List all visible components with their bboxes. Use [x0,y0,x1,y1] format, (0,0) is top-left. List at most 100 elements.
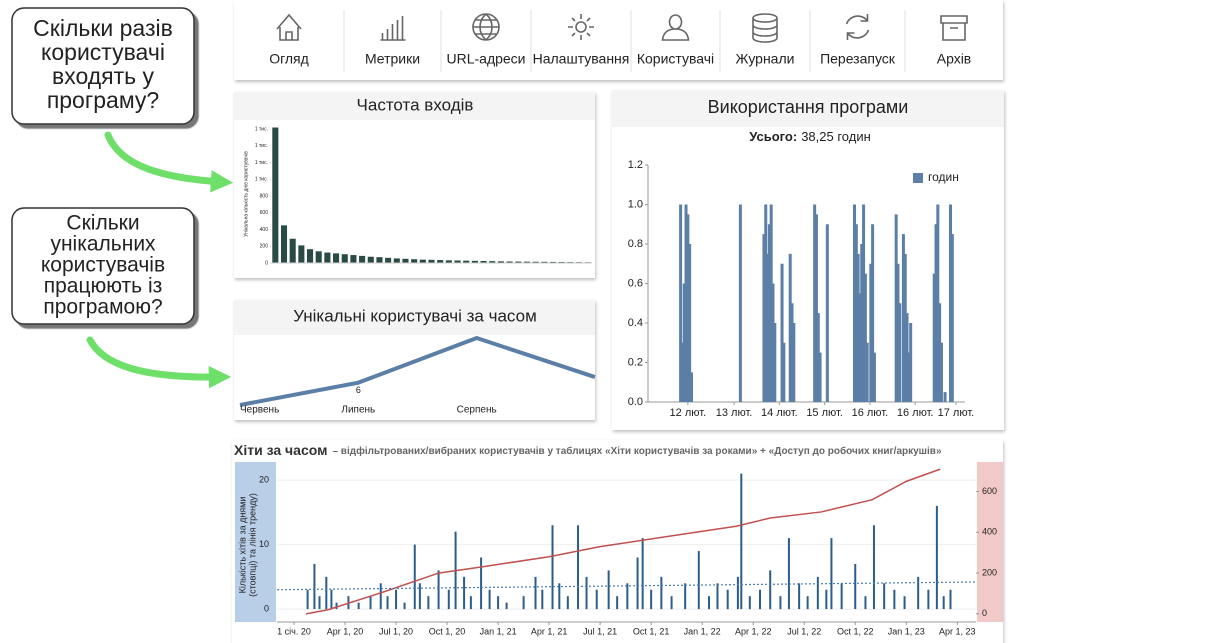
legend-label: годин [928,170,959,184]
bar [816,576,819,610]
title: Хіти за часом [234,442,327,458]
subtitle: – відфільтрованих/вибраних користувачів … [332,445,941,457]
bar [522,596,525,610]
bar [854,224,858,402]
nav-label[interactable]: Метрики [365,51,420,67]
callout-text: працюють із [44,275,162,298]
bar [950,234,954,402]
bar [280,225,288,263]
line [305,468,941,615]
bar [403,602,406,610]
bar [864,596,867,610]
callout-text: входять у [52,63,155,89]
bar [541,261,548,263]
bar [523,261,530,263]
y-tick-label: 0.6 [628,277,643,289]
subtitle-label: Усього: [749,129,797,144]
nav-icon [845,14,870,40]
nav-label[interactable]: Журнали [736,51,795,67]
bar [856,253,860,402]
bar [935,505,938,610]
callout [11,207,195,325]
callout-text: Скільки [66,212,139,235]
bar [697,551,700,610]
bar [917,576,920,610]
y-axis-label: Унікальна кількість днів користувачів [243,151,249,237]
y-tick-label: 0.8 [628,238,643,250]
x-tick-label: Apr 1, 23 [939,626,976,636]
bar [427,596,430,610]
panel-header [234,300,595,335]
bar [454,260,461,263]
bar [616,596,619,610]
x-tick-label: 16 лют. [852,407,889,419]
x-tick-label: Jan 1, 23 [888,626,925,636]
nav-label[interactable]: URL-адреси [446,51,525,67]
bar [767,224,771,402]
y-tick-label: 10 [259,539,269,549]
y-axis-label: (стовпці) та лінія тренду) [247,493,257,597]
bar [682,283,686,402]
subtitle-value: 38,25 годин [801,129,871,144]
nav-icon [940,15,968,41]
bar [419,259,426,263]
x-tick-label: Jul 1, 22 [787,626,821,636]
bar [289,238,296,263]
bar [872,525,875,610]
x-tick-label: Jan 1, 22 [684,626,721,636]
bar [437,570,440,610]
bar [532,261,539,263]
nav-label[interactable]: Налаштування [533,51,630,67]
nav-label[interactable]: Перезапуск [820,51,896,67]
bar [595,589,598,610]
bar [447,589,450,610]
bar [549,261,556,263]
bar [369,596,372,610]
bar [679,204,683,402]
x-tick-label: Apr 1, 21 [531,626,568,636]
bar [942,596,945,610]
legend-swatch [913,173,923,183]
bar [779,596,782,610]
bar [680,342,684,402]
bar [350,255,357,263]
bar [792,323,796,402]
bar [898,303,902,402]
bar [402,258,409,263]
bar [386,596,389,610]
bar [934,224,938,402]
bar [736,576,739,610]
bar [938,303,942,402]
chart-title: Унікальні користувачі за часом [293,306,537,325]
bar [463,576,466,610]
bar [790,303,794,402]
bar [869,263,873,402]
nav-label[interactable]: Огляд [269,51,309,67]
bar [428,259,435,263]
bar [488,589,491,610]
y2-tick-label: 400 [982,527,997,537]
bar [762,234,766,402]
bar [307,249,314,263]
nav-label[interactable]: Користувачі [637,51,714,67]
bar [650,589,653,610]
y-tick-label: 1 тис. [255,160,268,166]
bar [480,260,487,263]
bar [551,525,554,610]
bar [541,589,544,610]
bar [298,245,305,263]
bar [949,204,953,402]
bar [313,563,316,610]
bar [395,589,398,610]
bar [830,538,833,610]
bar [936,204,940,402]
bar [740,473,743,610]
nav-label[interactable]: Архів [937,51,972,67]
bar [497,596,500,610]
callout-text: користувачів [41,254,165,277]
bar [798,583,801,610]
bar [840,583,843,610]
bar [769,204,773,402]
bar [780,263,784,402]
bar [865,342,869,402]
